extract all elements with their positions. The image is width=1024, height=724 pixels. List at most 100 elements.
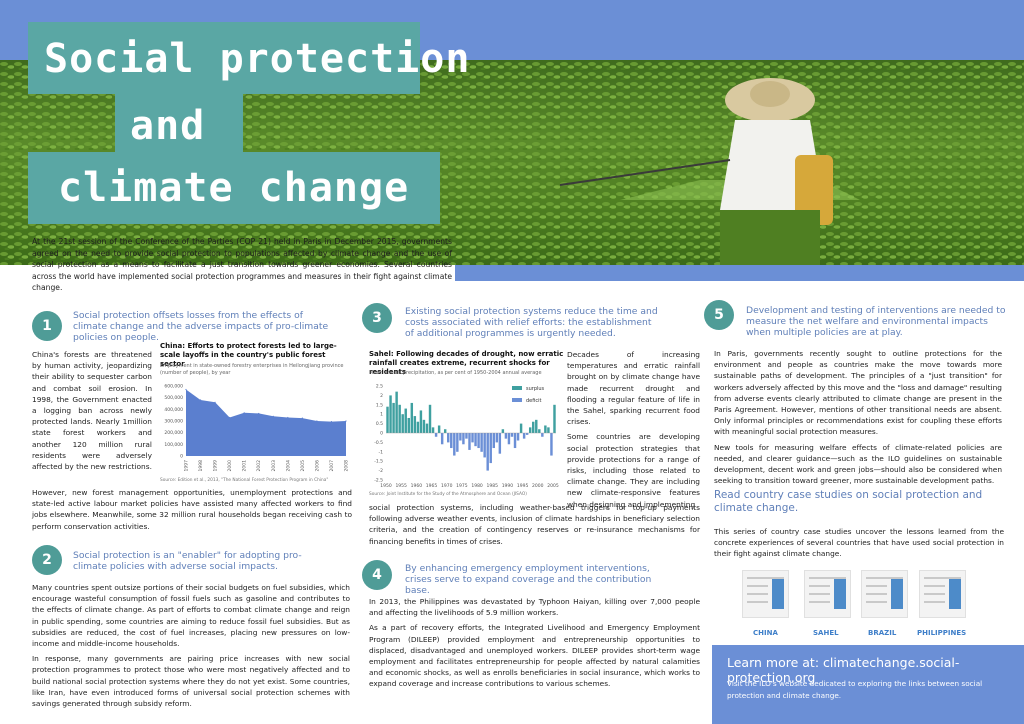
sahel-bar [428, 404, 432, 433]
legend-surplus-swatch [512, 386, 522, 390]
case-thumb-china[interactable] [742, 570, 789, 618]
sahel-bar [525, 433, 529, 435]
sahel-bar [498, 433, 502, 454]
sahel-bar [398, 404, 401, 433]
sahel-bar [456, 433, 459, 452]
section-3-p1: Decades of increasing temperatures and e… [567, 350, 700, 427]
section-4-p2: As a part of recovery efforts, the Integ… [369, 623, 700, 689]
sahel-x-tick: 1960 [411, 483, 423, 489]
case-label-sahel[interactable]: SAHEL [813, 629, 839, 637]
sahel-bar [553, 404, 556, 433]
sahel-bar [516, 433, 520, 441]
title-line-3: climate change [58, 165, 410, 211]
sahel-bar [407, 417, 410, 433]
case-studies-heading: Read country case studies on social prot… [714, 489, 983, 514]
learn-more-title[interactable]: Learn more at: climatechange.social-prot… [727, 655, 960, 685]
sahel-bar [447, 433, 450, 443]
case-label-brazil[interactable]: BRAZIL [868, 629, 897, 637]
china-y-tick: 100,000 [164, 442, 183, 448]
china-y-tick: 200,000 [164, 430, 183, 436]
sahel-x-tick: 1975 [456, 483, 468, 489]
china-x-tick: 2006 [314, 460, 320, 472]
sahel-x-tick: 1950 [380, 483, 392, 489]
china-x-tick: 2003 [271, 460, 277, 472]
sahel-x-tick: 2000 [532, 483, 544, 489]
sahel-bar [410, 402, 414, 433]
sahel-bar [471, 433, 474, 443]
sahel-bar [453, 433, 456, 456]
legend-surplus-label: surplus [526, 386, 545, 392]
china-area-series [186, 389, 346, 456]
sahel-y-tick: 1.5 [376, 402, 383, 408]
china-chart-title: China: Efforts to protect forests led to… [160, 342, 337, 368]
case-thumb-sahel[interactable] [804, 570, 851, 618]
sahel-bar [404, 408, 407, 433]
section-3-heading: Existing social protection systems reduc… [405, 306, 658, 339]
section-5-p2: New tools for measuring welfare effects … [714, 442, 1002, 486]
section-2-number: 2 [32, 545, 62, 575]
photo-band [455, 265, 1024, 281]
sahel-y-tick: -2.5 [374, 478, 383, 484]
sahel-y-tick: 0.5 [376, 421, 383, 427]
title-line-1: Social protection [44, 36, 471, 82]
section-5-p1: In Paris, governments recently sought to… [714, 349, 1002, 437]
section-2-text: Many countries spent outsize portions of… [32, 582, 350, 713]
sahel-bar [507, 433, 511, 445]
sahel-y-tick: 0 [380, 431, 383, 437]
sahel-bar [547, 427, 550, 433]
sahel-bar [422, 419, 426, 433]
section-2-p2: In response, many governments are pairin… [32, 654, 350, 709]
section-2-heading: Social protection is an "enabler" for ad… [73, 550, 302, 572]
china-point [258, 412, 260, 415]
china-x-tick: 2002 [256, 460, 262, 472]
section-3-p2: Some countries are developing social pro… [567, 432, 700, 509]
sahel-bar [480, 433, 483, 452]
learn-more-text: Visit the ILO's website dedicated to exp… [727, 679, 983, 700]
china-y-tick: 600,000 [164, 384, 183, 390]
legend-deficit-label: deficit [526, 398, 542, 404]
case-label-china[interactable]: CHINA [753, 629, 778, 637]
case-thumb-philippines[interactable] [919, 570, 966, 618]
sahel-bar [492, 433, 495, 449]
china-point [214, 401, 216, 403]
china-chart-source: Source: Edition et al., 2013, "The Natio… [160, 478, 329, 483]
sahel-x-tick: 2005 [547, 483, 559, 489]
sahel-x-tick: 1955 [395, 483, 407, 489]
sahel-bar [401, 414, 404, 433]
sahel-bar [532, 421, 535, 433]
china-y-tick: 400,000 [164, 407, 183, 413]
china-y-tick: 300,000 [164, 419, 183, 425]
title-block-1 [28, 22, 420, 94]
china-chart: 600,000 500,000 400,000 300,000 200,000 100,0… [164, 384, 350, 472]
china-chart-subtitle: Employment in state-owned forestry enter… [160, 363, 344, 376]
case-label-philippines[interactable]: PHILIPPINES [917, 629, 967, 637]
sahel-bar [440, 433, 444, 445]
sahel-x-tick: 1965 [426, 483, 438, 489]
section-5-text: In Paris, governments recently sought to… [714, 348, 1002, 490]
sahel-bar [489, 433, 492, 464]
intro-text: At the 21st session of the Conference of… [32, 237, 452, 293]
legend-deficit-swatch [512, 398, 522, 402]
china-y-tick: 0 [180, 454, 183, 460]
sahel-x-tick: 1980 [471, 483, 483, 489]
sahel-chart-subtitle: Mean annual precipitation, as per cent o… [369, 370, 542, 376]
sahel-bar [474, 433, 477, 447]
sahel-y-tick: -0.5 [374, 440, 383, 446]
china-point [330, 420, 333, 423]
section-4-number: 4 [362, 560, 392, 590]
sahel-bar [501, 429, 505, 433]
sahel-bar [443, 429, 447, 433]
sahel-y-tick: 1 [380, 412, 383, 418]
china-x-tick: 2008 [344, 460, 350, 472]
sahel-y-tick: -2 [379, 468, 384, 474]
section-5-number: 5 [704, 300, 734, 330]
sahel-bar [386, 406, 389, 433]
section-4-heading: By enhancing emergency employment interv… [405, 563, 652, 596]
sahel-bar [416, 421, 420, 433]
section-1-heading: Social protection offsets losses from th… [73, 310, 329, 343]
sahel-x-tick: 1990 [502, 483, 514, 489]
sahel-bar [465, 433, 468, 439]
sahel-x-tick: 1995 [517, 483, 529, 489]
case-thumb-brazil[interactable] [861, 570, 908, 618]
